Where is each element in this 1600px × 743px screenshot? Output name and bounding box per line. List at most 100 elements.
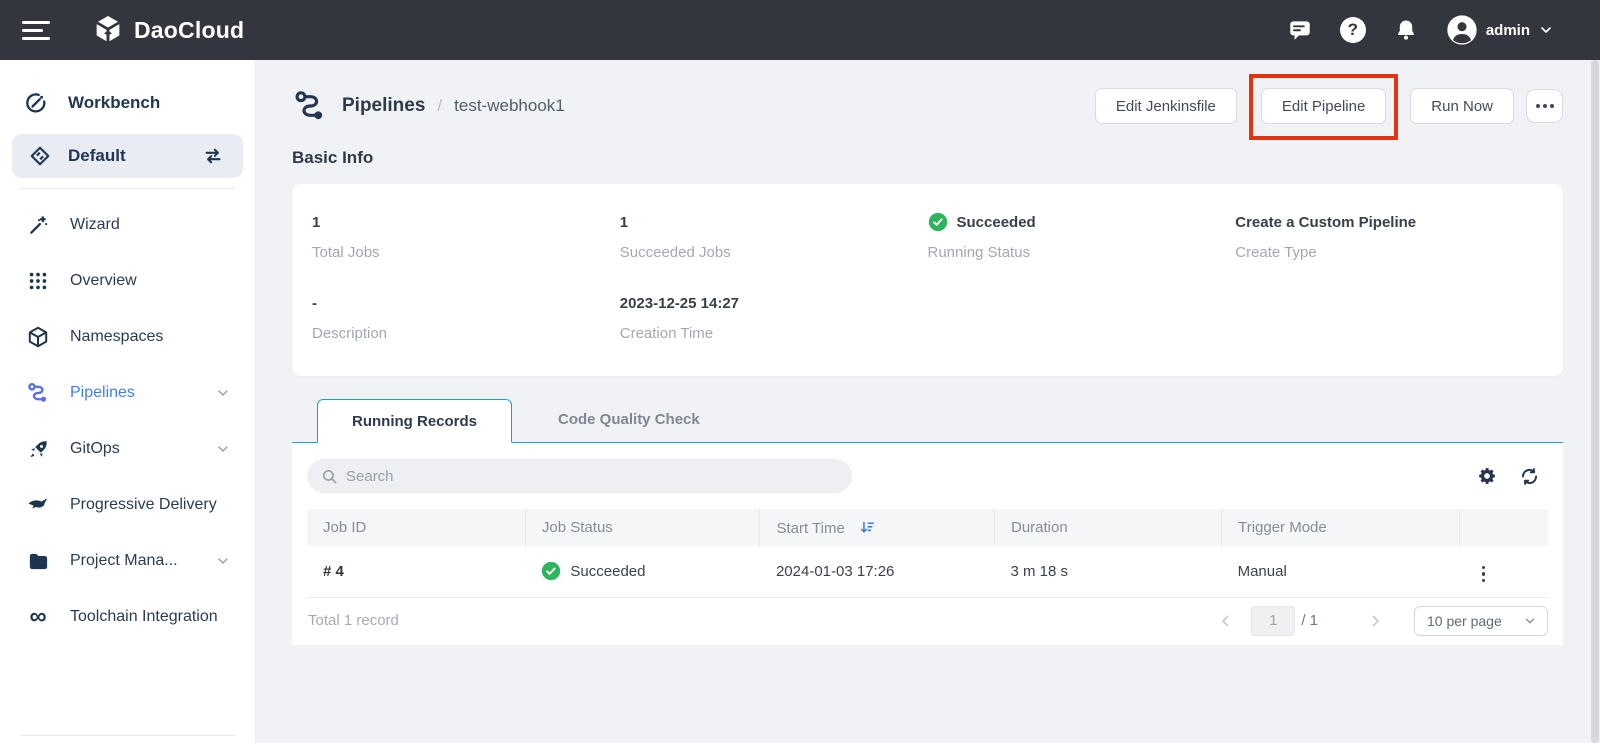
workspace-diamond-icon — [28, 144, 52, 168]
field-running-status: Succeeded Running Status — [927, 212, 1036, 261]
gitops-rocket-icon — [26, 437, 50, 461]
success-check-icon — [541, 561, 561, 581]
page-number-input[interactable]: 1 — [1251, 605, 1296, 636]
sidebar-item-label: GitOps — [70, 440, 120, 457]
sidebar-item-overview[interactable]: Overview — [0, 261, 255, 301]
pipelines-icon — [26, 381, 50, 405]
previous-page-icon[interactable] — [1217, 612, 1235, 630]
search-box[interactable] — [307, 459, 852, 493]
status-badge: Succeeded — [570, 562, 646, 580]
chevron-down-icon — [215, 553, 231, 569]
breadcrumb-separator: / — [437, 96, 443, 115]
cell-job-id[interactable]: # 4 — [307, 546, 526, 598]
edit-pipeline-button[interactable]: Edit Pipeline — [1260, 88, 1387, 124]
sidebar: Workbench Default Wizard — [0, 60, 256, 743]
page-count-label: / 1 — [1301, 612, 1318, 629]
column-header-job-id[interactable]: Job ID — [307, 509, 526, 546]
chevron-down-icon — [215, 385, 231, 401]
basic-info-title: Basic Info — [292, 148, 374, 167]
user-chevron-down-icon — [1538, 22, 1554, 38]
switch-workspace-icon[interactable] — [201, 144, 225, 168]
folder-icon — [26, 549, 50, 573]
brand-name: DaoCloud — [134, 16, 245, 43]
pagination: 1 / 1 10 per page — [1217, 605, 1548, 636]
field-total-jobs: 1 Total Jobs — [312, 213, 380, 262]
sidebar-item-namespaces[interactable]: Namespaces — [0, 317, 255, 357]
search-input[interactable] — [346, 467, 838, 485]
daocloud-cube-icon — [92, 14, 124, 46]
chevron-down-icon — [1523, 614, 1537, 628]
sort-descending-icon[interactable] — [859, 519, 876, 536]
search-icon — [321, 468, 338, 485]
overview-grid-icon — [26, 269, 50, 293]
table-settings-gear-icon[interactable] — [1477, 466, 1497, 486]
hamburger-menu-icon[interactable] — [22, 16, 50, 45]
scrollbar[interactable] — [1590, 60, 1600, 743]
wizard-wand-icon — [26, 213, 50, 237]
sidebar-item-label: Overview — [70, 272, 137, 289]
user-menu[interactable]: admin — [1446, 14, 1554, 46]
pipelines-breadcrumb-icon — [292, 88, 328, 124]
sidebar-item-toolchain-integration[interactable]: ∞ Toolchain Integration — [0, 597, 255, 637]
sidebar-item-project-management[interactable]: Project Mana... — [0, 541, 255, 581]
sidebar-item-default-workspace[interactable]: Default — [12, 134, 243, 178]
username-label: admin — [1485, 21, 1530, 39]
brand-logo[interactable]: DaoCloud — [92, 14, 244, 46]
column-header-job-status[interactable]: Job Status — [525, 509, 761, 546]
sidebar-item-label: Wizard — [70, 216, 120, 233]
namespaces-cube-icon — [26, 325, 50, 349]
next-page-icon[interactable] — [1366, 612, 1384, 630]
sidebar-item-label: Workbench — [68, 93, 161, 112]
running-records-panel: Job ID Job Status Start Time Duration Tr… — [292, 443, 1563, 645]
main-content: Pipelines / test-webhook1 Edit Jenkinsfi… — [292, 60, 1563, 645]
sidebar-item-label: Namespaces — [70, 328, 164, 345]
sidebar-bottom-divider — [20, 735, 235, 736]
top-navbar: DaoCloud ? — [0, 0, 1600, 60]
column-header-trigger-mode[interactable]: Trigger Mode — [1221, 509, 1461, 546]
sidebar-item-label: Default — [68, 146, 126, 165]
messages-icon[interactable] — [1287, 17, 1313, 43]
cell-trigger-mode: Manual — [1221, 546, 1460, 598]
per-page-value: 10 per page — [1427, 612, 1502, 629]
cell-duration: 3 m 18 s — [994, 546, 1222, 598]
field-creation-time: 2023-12-25 14:27 Creation Time — [619, 294, 740, 343]
sidebar-item-gitops[interactable]: GitOps — [0, 429, 255, 469]
more-actions-button[interactable] — [1526, 89, 1563, 123]
cell-job-status: Succeeded — [525, 546, 760, 598]
table-row[interactable]: # 4 Succeeded 2024-01-03 17:26 3 m 18 s … — [307, 546, 1548, 598]
total-records-label: Total 1 record — [308, 612, 399, 629]
red-highlight-annotation: Edit Pipeline — [1248, 74, 1399, 140]
sidebar-item-progressive-delivery[interactable]: Progressive Delivery — [0, 485, 255, 525]
field-description: - Description — [312, 294, 388, 343]
tab-code-quality-check[interactable]: Code Quality Check — [558, 411, 700, 428]
table-footer: Total 1 record 1 / 1 10 per page — [292, 598, 1563, 644]
sidebar-item-label: Pipelines — [70, 384, 135, 401]
sidebar-divider — [20, 188, 235, 189]
edit-jenkinsfile-button[interactable]: Edit Jenkinsfile — [1094, 88, 1237, 124]
refresh-icon[interactable] — [1519, 466, 1540, 487]
column-header-duration[interactable]: Duration — [994, 509, 1223, 546]
chevron-down-icon — [215, 441, 231, 457]
sidebar-item-wizard[interactable]: Wizard — [0, 205, 255, 245]
row-actions-kebab-icon[interactable] — [1476, 562, 1492, 587]
field-create-type: Create a Custom Pipeline Create Type — [1235, 213, 1417, 262]
run-now-button[interactable]: Run Now — [1410, 88, 1514, 124]
column-header-actions — [1459, 509, 1548, 546]
tab-bar: Running Records Code Quality Check — [292, 398, 1563, 443]
sidebar-item-label: Project Mana... — [70, 552, 178, 569]
notifications-bell-icon[interactable] — [1393, 17, 1419, 43]
breadcrumb: Pipelines / test-webhook1 — [292, 88, 565, 124]
sidebar-item-pipelines[interactable]: Pipelines — [0, 373, 255, 413]
per-page-select[interactable]: 10 per page — [1414, 605, 1548, 636]
field-succeeded-jobs: 1 Succeeded Jobs — [619, 213, 731, 262]
help-icon[interactable]: ? — [1339, 17, 1366, 43]
column-header-start-time[interactable]: Start Time — [759, 509, 995, 546]
sidebar-item-workbench[interactable]: Workbench — [0, 84, 255, 122]
breadcrumb-pipelines-link[interactable]: Pipelines — [342, 95, 426, 116]
cell-actions — [1459, 546, 1548, 598]
tab-running-records[interactable]: Running Records — [317, 399, 513, 443]
avatar — [1446, 14, 1478, 46]
basic-info-card: 1 Total Jobs 1 Succeeded Jobs Succeeded … — [292, 184, 1563, 376]
progressive-delivery-bird-icon — [26, 493, 50, 517]
breadcrumb-current-page: test-webhook1 — [454, 96, 565, 115]
